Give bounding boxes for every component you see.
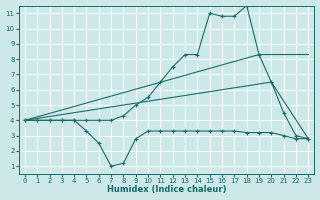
X-axis label: Humidex (Indice chaleur): Humidex (Indice chaleur) [107, 185, 226, 194]
